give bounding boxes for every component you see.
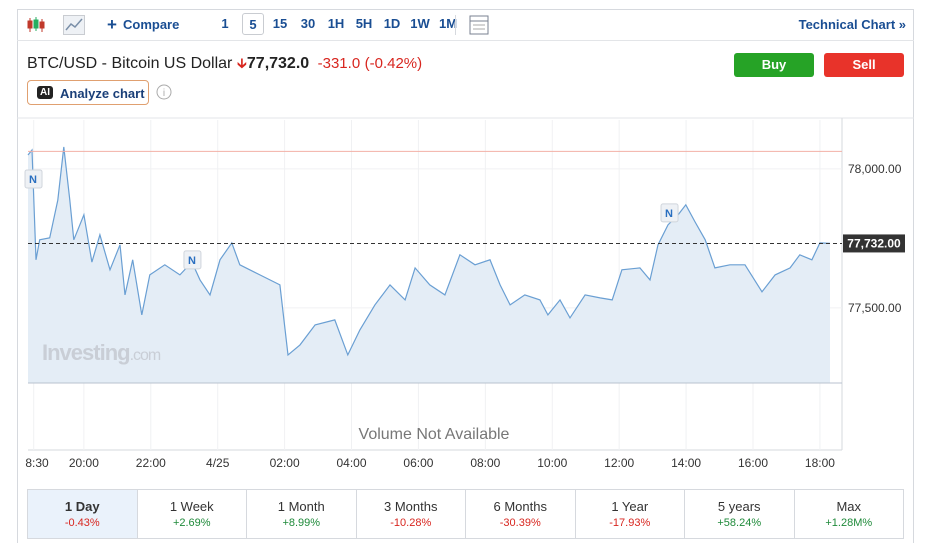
period-label: 1 Year xyxy=(611,499,649,514)
info-icon[interactable]: i xyxy=(156,84,172,100)
news-marker[interactable] xyxy=(660,203,679,223)
ai-badge: AI xyxy=(37,86,53,99)
separator xyxy=(455,15,456,35)
period-change: -0.43% xyxy=(64,517,100,529)
period-tab[interactable]: 1 Week +2.69% xyxy=(138,490,247,538)
x-tick-label: 06:00 xyxy=(403,456,433,470)
area-icon[interactable] xyxy=(63,15,85,35)
watermark-brand: Investing xyxy=(42,340,130,365)
performance-tabs: 1 Day -0.43% 1 Week +2.69% 1 Month +8.99% 3 Mo… xyxy=(27,489,904,539)
x-tick-label: 20:00 xyxy=(69,456,99,470)
price-area xyxy=(28,147,830,383)
interval-button[interactable]: 15 xyxy=(272,16,288,31)
svg-text:i: i xyxy=(163,88,165,99)
price-change-pct: (-0.42%) xyxy=(364,55,423,72)
toolbar: + Compare 1 5 15 30 1H 5H 1D 1W 1M Technical Cha… xyxy=(17,9,914,41)
period-label: 1 Week xyxy=(169,499,214,514)
x-tick-label: 18:00 xyxy=(805,456,835,470)
x-tick-label: 10:00 xyxy=(537,456,567,470)
period-change: -30.39% xyxy=(499,517,541,529)
last-price: 77,732.0 xyxy=(246,55,310,72)
news-marker-label: N xyxy=(29,174,37,186)
price-line xyxy=(27,146,831,357)
period-tab[interactable]: 5 years +58.24% xyxy=(685,490,795,538)
analyze-chart-button[interactable]: AI Analyze chart xyxy=(27,80,149,105)
x-tick-label: 4/25 xyxy=(206,456,230,470)
period-label: Max xyxy=(836,499,862,514)
interval-button[interactable]: 1D xyxy=(383,16,401,31)
compare-button[interactable]: Compare xyxy=(123,17,180,32)
x-tick-label: 22:00 xyxy=(136,456,166,470)
period-label: 3 Months xyxy=(384,499,438,514)
period-label: 5 years xyxy=(717,499,761,514)
interval-button[interactable]: 5 xyxy=(242,13,264,35)
price-tag xyxy=(843,234,905,253)
table-icon[interactable] xyxy=(469,15,489,35)
period-change: +1.28M% xyxy=(825,517,873,529)
period-tab[interactable]: 6 Months -30.39% xyxy=(466,490,576,538)
x-tick-label: 02:00 xyxy=(270,456,300,470)
x-tick-label: 18:30 xyxy=(19,456,49,470)
period-label: 6 Months xyxy=(493,499,547,514)
price-change: -331.0 xyxy=(317,55,361,72)
period-label: 1 Day xyxy=(64,499,100,514)
instrument-title: BTC/USD - Bitcoin US Dollar xyxy=(27,55,233,72)
period-tab[interactable]: 1 Month +8.99% xyxy=(247,490,357,538)
period-change: +58.24% xyxy=(717,517,762,529)
period-label: 1 Month xyxy=(277,499,325,514)
chart: 18:30 20:00 22:00 4/25 02:00 04:00 06:00 08:00 1… xyxy=(17,117,914,470)
watermark-suffix: .com xyxy=(130,347,161,364)
candles-icon[interactable] xyxy=(27,16,45,34)
analyze-label: Analyze chart xyxy=(60,86,145,101)
period-tab[interactable]: 1 Year -17.93% xyxy=(576,490,685,538)
widget-frame xyxy=(17,9,914,543)
price-tag-label: 77,732.00 xyxy=(847,236,901,250)
interval-button[interactable]: 1H xyxy=(327,16,345,31)
x-tick-label: 04:00 xyxy=(337,456,367,470)
technical-chart-link[interactable]: Technical Chart » xyxy=(798,17,906,32)
period-change: +2.69% xyxy=(172,517,211,529)
interval-button[interactable]: 1M xyxy=(438,16,458,31)
sell-button[interactable]: Sell xyxy=(824,53,904,77)
news-marker[interactable] xyxy=(24,169,43,189)
interval-button[interactable]: 5H xyxy=(355,16,373,31)
watermark: Investing.com xyxy=(42,340,161,365)
period-tab[interactable]: 1 Day -0.43% xyxy=(28,490,138,538)
buy-button[interactable]: Buy xyxy=(734,53,814,77)
interval-button[interactable]: 1W xyxy=(410,16,430,31)
plot: 18:30 20:00 22:00 4/25 02:00 04:00 06:00 08:00 1… xyxy=(19,120,842,470)
news-marker-label: N xyxy=(665,208,673,220)
x-tick-label: 16:00 xyxy=(738,456,768,470)
period-change: +8.99% xyxy=(282,517,321,529)
period-tab[interactable]: 3 Months -10.28% xyxy=(357,490,466,538)
x-tick-label: 12:00 xyxy=(604,456,634,470)
news-marker[interactable] xyxy=(183,250,202,270)
period-change: -17.93% xyxy=(609,517,651,529)
interval-button[interactable]: 1 xyxy=(221,16,229,31)
x-tick-label: 08:00 xyxy=(470,456,500,470)
interval-button[interactable]: 30 xyxy=(300,16,316,31)
y-tick-label: 78,000.00 xyxy=(848,162,902,176)
period-tab[interactable]: Max +1.28M% xyxy=(795,490,904,538)
down-arrow: 🡳 xyxy=(236,55,247,71)
volume-note: Volume Not Available xyxy=(359,426,510,443)
y-tick-label: 77,500.00 xyxy=(848,301,902,315)
period-change: -10.28% xyxy=(390,517,432,529)
news-marker-label: N xyxy=(188,255,196,267)
instrument-header: BTC/USD - Bitcoin US Dollar 🡳77,732.0 -3… xyxy=(27,53,422,77)
x-tick-label: 14:00 xyxy=(671,456,701,470)
plus-icon: + xyxy=(107,15,117,34)
